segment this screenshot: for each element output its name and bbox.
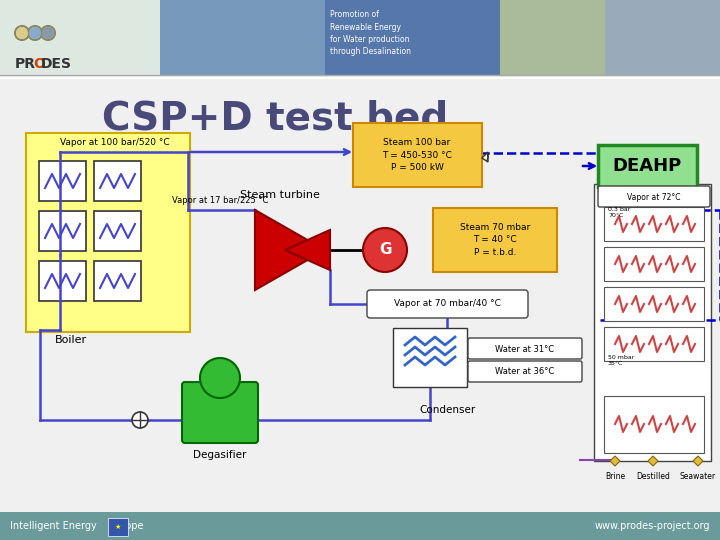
FancyBboxPatch shape xyxy=(0,0,720,75)
FancyBboxPatch shape xyxy=(604,247,704,281)
Circle shape xyxy=(363,228,407,272)
Polygon shape xyxy=(255,210,325,290)
FancyBboxPatch shape xyxy=(160,0,325,75)
Text: Destilled: Destilled xyxy=(636,472,670,481)
Text: Vapor at 17 bar/225 °C: Vapor at 17 bar/225 °C xyxy=(172,196,268,205)
FancyBboxPatch shape xyxy=(468,338,582,359)
Polygon shape xyxy=(482,152,488,162)
Polygon shape xyxy=(648,456,658,466)
Text: Boiler: Boiler xyxy=(55,335,87,345)
Text: Water at 31°C: Water at 31°C xyxy=(495,345,554,354)
Text: Steam 100 bar
T = 450-530 °C
P = 500 kW: Steam 100 bar T = 450-530 °C P = 500 kW xyxy=(382,138,452,172)
Text: Vapor at 70 mbar/40 °C: Vapor at 70 mbar/40 °C xyxy=(394,300,500,308)
Text: PR: PR xyxy=(15,57,36,71)
Text: Seawater: Seawater xyxy=(680,472,716,481)
FancyBboxPatch shape xyxy=(594,184,711,461)
FancyBboxPatch shape xyxy=(39,161,86,201)
FancyBboxPatch shape xyxy=(367,290,528,318)
FancyBboxPatch shape xyxy=(604,396,704,453)
FancyBboxPatch shape xyxy=(393,328,467,387)
FancyBboxPatch shape xyxy=(605,0,720,75)
FancyBboxPatch shape xyxy=(604,287,704,321)
Text: Steam 70 mbar
T = 40 °C
P = t.b.d.: Steam 70 mbar T = 40 °C P = t.b.d. xyxy=(460,223,530,257)
Text: 0,3 bar
70°C: 0,3 bar 70°C xyxy=(608,207,631,218)
Text: DEAHP: DEAHP xyxy=(613,157,682,175)
Text: Vapor at 72°C: Vapor at 72°C xyxy=(627,192,680,201)
FancyBboxPatch shape xyxy=(325,0,500,75)
FancyBboxPatch shape xyxy=(598,145,697,187)
FancyBboxPatch shape xyxy=(0,512,720,540)
FancyBboxPatch shape xyxy=(94,161,141,201)
FancyBboxPatch shape xyxy=(598,186,710,207)
Polygon shape xyxy=(610,456,620,466)
FancyBboxPatch shape xyxy=(0,0,160,75)
FancyBboxPatch shape xyxy=(604,327,704,361)
Text: www.prodes-project.org: www.prodes-project.org xyxy=(595,521,710,531)
Text: DES: DES xyxy=(41,57,72,71)
Circle shape xyxy=(132,412,148,428)
Text: Intelligent Energy    Europe: Intelligent Energy Europe xyxy=(10,521,143,531)
FancyBboxPatch shape xyxy=(26,133,190,332)
Text: O: O xyxy=(33,57,45,71)
Text: Degasifier: Degasifier xyxy=(193,450,247,460)
Circle shape xyxy=(29,27,41,39)
Circle shape xyxy=(16,27,28,39)
FancyBboxPatch shape xyxy=(94,211,141,251)
Circle shape xyxy=(42,27,54,39)
FancyBboxPatch shape xyxy=(94,261,141,301)
FancyBboxPatch shape xyxy=(353,123,482,187)
Text: Condenser: Condenser xyxy=(419,405,475,415)
Text: Brine: Brine xyxy=(605,472,625,481)
FancyBboxPatch shape xyxy=(433,208,557,272)
FancyBboxPatch shape xyxy=(39,261,86,301)
Text: ★: ★ xyxy=(115,524,121,530)
Text: Promotion of
Renewable Energy
for Water production
through Desalination: Promotion of Renewable Energy for Water … xyxy=(330,10,411,57)
Circle shape xyxy=(200,358,240,398)
FancyBboxPatch shape xyxy=(182,382,258,443)
FancyBboxPatch shape xyxy=(468,361,582,382)
Polygon shape xyxy=(693,456,703,466)
FancyBboxPatch shape xyxy=(39,211,86,251)
Text: Steam turbine: Steam turbine xyxy=(240,190,320,200)
FancyBboxPatch shape xyxy=(500,0,605,75)
Polygon shape xyxy=(285,230,330,270)
FancyBboxPatch shape xyxy=(604,207,704,241)
FancyBboxPatch shape xyxy=(108,518,128,536)
Text: G: G xyxy=(379,242,391,258)
Text: 50 mbar
35°C: 50 mbar 35°C xyxy=(608,355,634,366)
Text: Water at 36°C: Water at 36°C xyxy=(495,368,554,376)
Text: Vapor at 100 bar/520 °C: Vapor at 100 bar/520 °C xyxy=(60,138,170,147)
Text: CSP+D test bed: CSP+D test bed xyxy=(102,100,448,138)
